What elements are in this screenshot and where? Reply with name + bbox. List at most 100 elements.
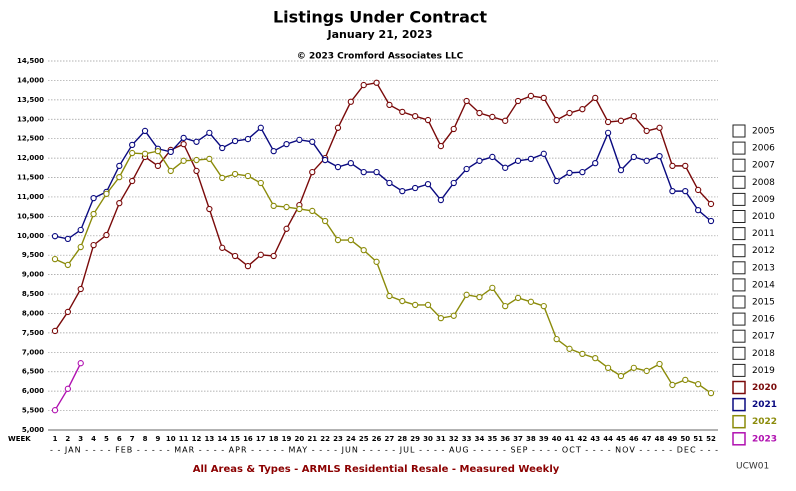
- data-point: [116, 173, 123, 181]
- x-tick-label: 47: [642, 435, 652, 443]
- x-tick-label: 10: [166, 435, 176, 443]
- series-line: [54, 150, 712, 394]
- data-point: [116, 200, 123, 207]
- legend-checkbox[interactable]: [732, 278, 746, 292]
- legend-checkbox[interactable]: [732, 158, 746, 172]
- data-point: [347, 98, 354, 105]
- data-point: [283, 140, 290, 148]
- copyright: © 2023 Cromford Associates LLC: [297, 52, 464, 62]
- data-point: [386, 101, 393, 109]
- legend-checkbox[interactable]: [732, 210, 746, 223]
- data-point: [463, 165, 470, 173]
- data-point: [129, 177, 136, 185]
- data-point: [424, 180, 432, 188]
- data-point: [656, 360, 663, 368]
- legend-label: 2011: [752, 229, 775, 239]
- data-point: [373, 79, 380, 86]
- legend-label: 2008: [752, 178, 775, 188]
- data-point: [373, 258, 380, 265]
- data-point: [630, 113, 637, 120]
- data-point: [527, 92, 535, 100]
- data-point: [141, 127, 149, 135]
- legend-checkbox[interactable]: [732, 414, 746, 429]
- data-point: [167, 148, 174, 156]
- legend-label: 2013: [752, 263, 775, 273]
- legend-checkbox[interactable]: [732, 312, 746, 326]
- data-point: [682, 162, 689, 170]
- data-point: [553, 335, 560, 343]
- series-line: [54, 126, 712, 240]
- legend-checkbox[interactable]: [732, 432, 746, 446]
- data-point: [360, 247, 367, 254]
- legend-checkbox[interactable]: [732, 244, 746, 258]
- x-tick-label: 50: [680, 435, 690, 443]
- data-point: [116, 162, 123, 170]
- legend-checkbox[interactable]: [732, 141, 746, 155]
- data-point: [450, 125, 457, 133]
- data-point: [579, 106, 586, 113]
- y-tick-label: 14,500: [17, 57, 44, 65]
- legend-label: 2018: [752, 349, 775, 359]
- data-point: [412, 301, 419, 309]
- data-point: [77, 243, 84, 251]
- data-point: [553, 116, 560, 124]
- data-point: [231, 252, 239, 260]
- y-tick-label: 8,000: [22, 309, 44, 317]
- legend-checkbox[interactable]: [732, 380, 746, 395]
- data-point: [90, 194, 97, 202]
- data-point: [643, 127, 650, 135]
- x-tick-label: 26: [372, 435, 382, 443]
- data-point: [373, 168, 380, 176]
- data-point: [270, 202, 277, 210]
- data-point: [270, 252, 277, 260]
- data-point: [604, 364, 612, 372]
- legend-checkbox[interactable]: [732, 261, 746, 275]
- legend-checkbox[interactable]: [732, 346, 746, 360]
- legend-checkbox[interactable]: [732, 295, 746, 309]
- x-tick-label: 24: [346, 435, 356, 443]
- data-point: [64, 308, 72, 316]
- y-tick-label: 10,000: [17, 232, 44, 240]
- data-point: [51, 327, 59, 335]
- data-point: [630, 153, 637, 161]
- data-point: [180, 157, 187, 164]
- data-point: [592, 160, 599, 167]
- legend-checkbox[interactable]: [732, 397, 746, 412]
- data-point: [540, 302, 547, 310]
- data-point: [502, 117, 509, 124]
- data-point: [129, 149, 136, 157]
- legend-label: 2005: [752, 127, 775, 137]
- legend-checkbox[interactable]: [732, 175, 746, 189]
- data-point: [694, 381, 702, 388]
- x-tick-label: 25: [359, 435, 369, 443]
- data-point: [553, 177, 560, 185]
- y-tick-label: 9,000: [22, 271, 44, 279]
- x-tick-label: 13: [204, 435, 214, 443]
- data-point: [412, 184, 419, 192]
- data-point: [630, 364, 637, 372]
- legend-checkbox[interactable]: [732, 124, 746, 138]
- data-point: [321, 217, 329, 225]
- x-tick-label: 52: [706, 435, 716, 443]
- x-tick-label: 51: [693, 435, 703, 443]
- x-tick-label: 36: [500, 435, 510, 443]
- data-point: [656, 124, 663, 131]
- x-tick-label: 31: [436, 435, 446, 443]
- x-tick-label: 42: [577, 435, 587, 443]
- x-tick-label: 41: [565, 435, 575, 443]
- data-point: [154, 147, 162, 155]
- data-point: [502, 302, 509, 310]
- legend-checkbox[interactable]: [732, 192, 746, 206]
- x-tick-label: 22: [320, 435, 330, 443]
- chart-subtitle: January 21, 2023: [327, 28, 433, 41]
- legend-checkbox[interactable]: [732, 329, 746, 343]
- legend-checkbox[interactable]: [732, 363, 746, 377]
- data-point: [437, 142, 445, 150]
- x-tick-label: 5: [104, 435, 109, 443]
- legend-label: 2012: [752, 246, 775, 256]
- legend-checkbox[interactable]: [732, 227, 746, 241]
- x-tick-label: 1: [53, 435, 58, 443]
- data-point: [206, 205, 213, 213]
- data-point: [592, 354, 599, 362]
